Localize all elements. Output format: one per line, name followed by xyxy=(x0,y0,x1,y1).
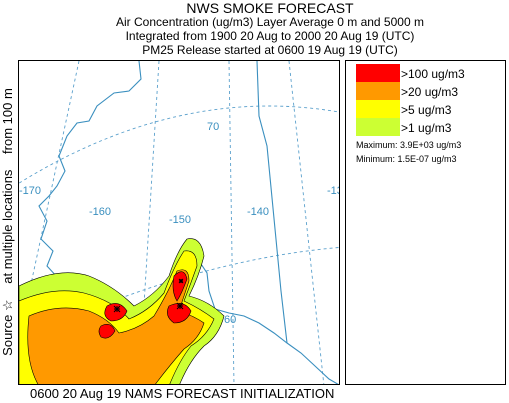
contour-100ug-a xyxy=(172,271,188,302)
legend-item-1: >1 ug/m3 xyxy=(356,118,496,136)
legend-item-20: >20 ug/m3 xyxy=(356,82,496,100)
source-star xyxy=(176,302,184,310)
legend-item-100: >100 ug/m3 xyxy=(356,64,496,82)
lat-label-70: 70 xyxy=(207,121,219,133)
lat-label-60: 60 xyxy=(224,314,236,326)
contour-100ug-c xyxy=(104,303,128,322)
legend-swatch xyxy=(356,64,400,82)
smoke-plume xyxy=(19,238,225,384)
parallel-70 xyxy=(19,105,339,184)
legend-maximum: Maximum: 3.9E+03 ug/m3 xyxy=(356,140,462,150)
legend: >100 ug/m3 >20 ug/m3 >5 ug/m3 >1 ug/m3 M… xyxy=(345,60,506,385)
source-star-label: Source ☆ xyxy=(0,299,15,356)
lon-label-130: -130 xyxy=(327,185,340,197)
forecast-initialization: 0600 20 Aug 19 NAMS FORECAST INITIALIZAT… xyxy=(30,386,335,401)
contour-20ug xyxy=(27,269,205,384)
legend-label: >1 ug/m3 xyxy=(401,121,452,135)
release-start: PM25 Release started at 0600 19 Aug 19 (… xyxy=(142,43,398,57)
border-line xyxy=(256,61,288,344)
legend-label: >20 ug/m3 xyxy=(401,85,459,99)
lon-label-150: -150 xyxy=(169,214,191,226)
map-title: NWS SMOKE FORECAST xyxy=(186,0,354,16)
lon-label-160: -160 xyxy=(89,206,111,218)
concentration-description: Air Concentration (ug/m3) Layer Average … xyxy=(116,15,424,29)
legend-swatch xyxy=(356,118,400,136)
integration-period: Integrated from 1900 20 Aug to 2000 20 A… xyxy=(125,29,415,43)
map-canvas: -170 -160 -150 -140 -130 70 60 xyxy=(19,61,340,384)
legend-label: >5 ug/m3 xyxy=(401,103,452,117)
source-markers xyxy=(113,278,184,313)
source-locations-label: at multiple locations xyxy=(0,169,15,284)
source-label: Source ☆ at multiple locations from 100 … xyxy=(0,62,16,382)
source-height-label: from 100 m xyxy=(0,88,15,154)
smoke-map: -170 -160 -150 -140 -130 70 60 xyxy=(18,60,340,385)
legend-swatch xyxy=(356,100,400,118)
legend-swatch xyxy=(356,82,400,100)
meridian-140 xyxy=(288,61,325,384)
meridian-150 xyxy=(228,61,235,384)
lon-label-170: -170 xyxy=(19,185,41,197)
legend-label: >100 ug/m3 xyxy=(401,67,465,81)
legend-minimum: Minimum: 1.5E-07 ug/m3 xyxy=(356,154,457,164)
source-star xyxy=(178,278,184,284)
source-star xyxy=(113,305,121,313)
legend-item-5: >5 ug/m3 xyxy=(356,100,496,118)
lon-label-140: -140 xyxy=(247,206,269,218)
contour-100ug-d xyxy=(98,324,116,339)
